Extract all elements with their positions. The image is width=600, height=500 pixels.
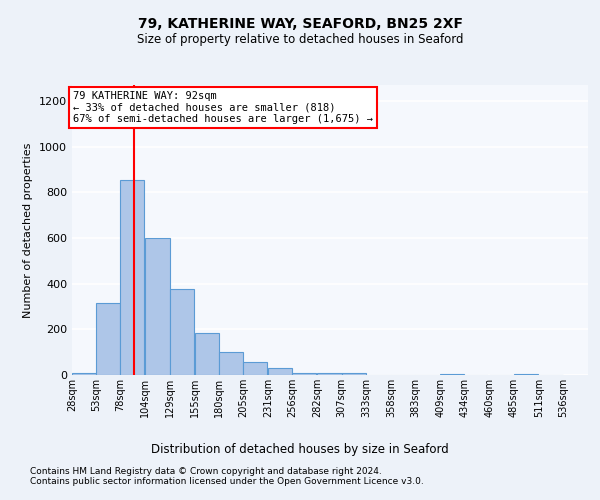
Bar (145, 238, 170, 375)
Bar (121, 180, 145, 375)
Text: Size of property relative to detached houses in Seaford: Size of property relative to detached ho… (137, 32, 463, 46)
Bar (317, 372, 341, 375)
Bar (219, 352, 243, 375)
Bar (96, 303, 121, 375)
Text: Distribution of detached houses by size in Seaford: Distribution of detached houses by size … (151, 442, 449, 456)
Bar (72, 372, 96, 375)
Bar (170, 290, 194, 375)
Text: Contains HM Land Registry data © Crown copyright and database right 2024.: Contains HM Land Registry data © Crown c… (30, 468, 382, 476)
Bar (440, 374, 464, 375)
Bar (243, 362, 267, 375)
Bar (268, 368, 292, 375)
Text: 79 KATHERINE WAY: 92sqm
← 33% of detached houses are smaller (818)
67% of semi-d: 79 KATHERINE WAY: 92sqm ← 33% of detache… (73, 90, 373, 124)
Bar (514, 374, 538, 375)
Bar (195, 333, 219, 375)
Y-axis label: Number of detached properties: Number of detached properties (23, 142, 34, 318)
Text: 79, KATHERINE WAY, SEAFORD, BN25 2XF: 79, KATHERINE WAY, SEAFORD, BN25 2XF (137, 18, 463, 32)
Text: Contains public sector information licensed under the Open Government Licence v3: Contains public sector information licen… (30, 478, 424, 486)
Bar (292, 372, 316, 375)
Bar (341, 372, 366, 375)
